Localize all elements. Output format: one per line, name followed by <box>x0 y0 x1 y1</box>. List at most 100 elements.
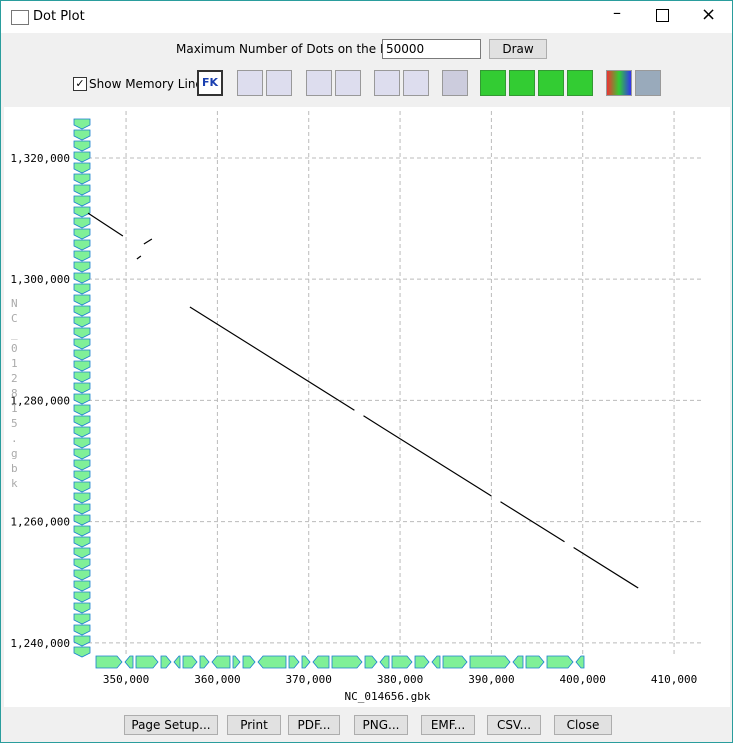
x-tick-label: 360,000 <box>194 673 240 686</box>
gene <box>73 415 91 427</box>
gene <box>73 173 91 185</box>
max-dots-input[interactable]: 50000 <box>382 39 481 59</box>
action-button[interactable]: Print <box>227 715 281 735</box>
action-button[interactable]: CSV... <box>487 715 541 735</box>
y-axis-char: 5 <box>11 417 18 430</box>
gene <box>73 437 91 449</box>
y-axis-label: N C _ 0 1 2 8 1 5. g b k <box>11 297 18 490</box>
plot: 350,000 360,000 370,000 380,000 390,000 400,0… <box>4 107 730 707</box>
y-tick-label: 1,280,000 <box>10 394 70 407</box>
gene <box>525 655 545 669</box>
zoom-in-h[interactable] <box>237 70 263 96</box>
y-axis-char: C <box>11 312 18 325</box>
y-axis-char: 2 <box>11 372 18 385</box>
gene <box>73 305 91 317</box>
move-down[interactable] <box>538 70 564 96</box>
move-up[interactable] <box>567 70 593 96</box>
gene <box>73 624 91 636</box>
gene <box>73 646 91 658</box>
gene <box>73 140 91 152</box>
gene <box>73 217 91 229</box>
gene <box>73 569 91 581</box>
gene <box>73 360 91 372</box>
y-tick-label: 1,300,000 <box>10 273 70 286</box>
y-axis-char: . <box>11 432 18 445</box>
action-button[interactable]: PDF... <box>288 715 340 735</box>
gene <box>288 655 300 669</box>
y-axis-char: N <box>11 297 18 310</box>
reset-view[interactable] <box>442 70 468 96</box>
window-title: Dot Plot <box>33 9 85 24</box>
y-tick-label: 1,260,000 <box>10 516 70 529</box>
gene <box>73 294 91 306</box>
gene <box>391 655 413 669</box>
gene <box>431 655 441 669</box>
close-window[interactable]: × <box>701 4 717 25</box>
x-tick-label: 390,000 <box>468 673 514 686</box>
gene <box>73 250 91 262</box>
gene <box>257 655 287 669</box>
gene <box>73 602 91 614</box>
gene <box>124 655 134 669</box>
zoom-in-v[interactable] <box>306 70 332 96</box>
gene <box>512 655 524 669</box>
zoom-in-hv[interactable] <box>374 70 400 96</box>
x-tick-label: 410,000 <box>651 673 697 686</box>
y-axis-char: 1 <box>11 357 18 370</box>
gene <box>73 327 91 339</box>
gene <box>312 655 330 669</box>
gene <box>73 613 91 625</box>
action-button[interactable]: EMF... <box>421 715 475 735</box>
move-left[interactable] <box>480 70 506 96</box>
max-dots-label: Maximum Number of Dots on the Plot: <box>176 42 407 56</box>
gene <box>73 239 91 251</box>
gene <box>211 655 231 669</box>
gene <box>73 272 91 284</box>
action-button[interactable]: Page Setup... <box>124 715 218 735</box>
y-axis-char: 8 <box>11 387 18 400</box>
gene <box>199 655 210 669</box>
gene <box>379 655 390 669</box>
gene <box>73 206 91 218</box>
gene <box>73 536 91 548</box>
x-tick-label: 350,000 <box>103 673 149 686</box>
zoom-out-h[interactable] <box>266 70 292 96</box>
title-bar: Dot Plot – × <box>1 1 732 33</box>
gene <box>73 129 91 141</box>
gene <box>73 228 91 240</box>
gene <box>73 162 91 174</box>
zoom-out-hv[interactable] <box>403 70 429 96</box>
gene <box>364 655 378 669</box>
y-axis-char: b <box>11 462 18 475</box>
y-axis-char: 0 <box>11 342 18 355</box>
app-icon <box>11 10 29 25</box>
y-tick-label: 1,240,000 <box>10 637 70 650</box>
y-axis-char: g <box>11 447 18 460</box>
draw-button[interactable]: Draw <box>489 39 547 59</box>
memory-line-label: Show Memory Line. <box>89 77 207 91</box>
action-button[interactable]: PNG... <box>354 715 408 735</box>
gene <box>160 655 172 669</box>
gene <box>469 655 511 669</box>
gene <box>73 459 91 471</box>
gene <box>73 525 91 537</box>
maximize[interactable] <box>656 9 669 22</box>
plot-background <box>4 107 730 707</box>
move-right[interactable] <box>509 70 535 96</box>
gene <box>73 316 91 328</box>
gene <box>73 404 91 416</box>
fk-icon[interactable]: FK <box>197 70 223 96</box>
action-button[interactable]: Close <box>554 715 612 735</box>
gene <box>73 283 91 295</box>
gene <box>73 371 91 383</box>
minimize[interactable]: – <box>613 3 621 22</box>
gene <box>73 470 91 482</box>
zoom-out-v[interactable] <box>335 70 361 96</box>
gene <box>442 655 468 669</box>
gene <box>301 655 311 669</box>
gene <box>73 448 91 460</box>
color-icon[interactable] <box>606 70 632 96</box>
memory-line-checkbox[interactable]: ✓ <box>73 77 87 91</box>
y-axis-char: k <box>11 477 18 490</box>
settings-icon[interactable] <box>635 70 661 96</box>
